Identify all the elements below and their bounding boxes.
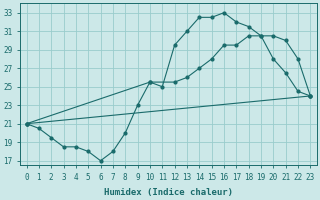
X-axis label: Humidex (Indice chaleur): Humidex (Indice chaleur) [104,188,233,197]
